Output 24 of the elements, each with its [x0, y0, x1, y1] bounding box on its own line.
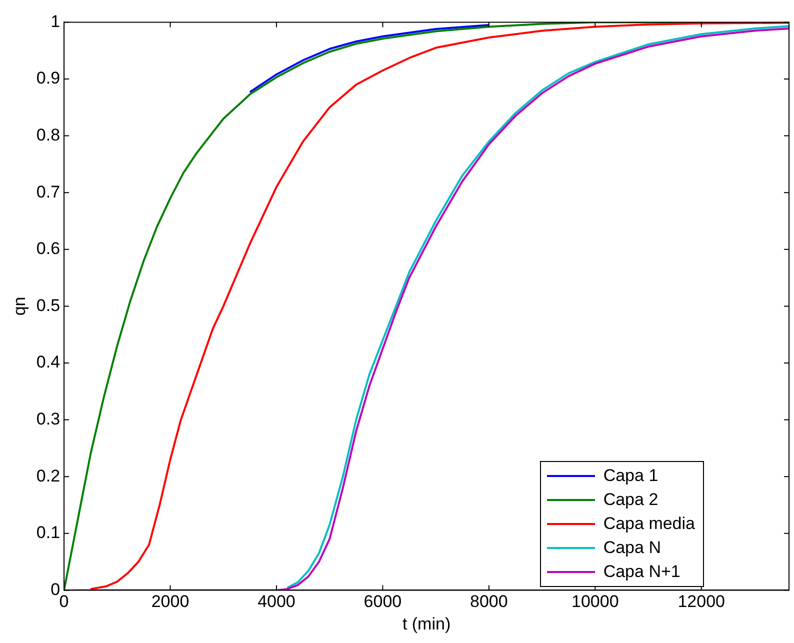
- y-tick-label: 0.1: [36, 523, 60, 542]
- x-tick-label: 8000: [470, 592, 508, 612]
- legend-label: Capa 1: [603, 466, 658, 486]
- y-tick-label: 0.2: [36, 466, 60, 486]
- x-tick-label: 6000: [364, 592, 402, 612]
- x-tick-label: 12000: [678, 592, 726, 612]
- legend-label: Capa 2: [603, 490, 658, 510]
- y-tick-label: 0.3: [36, 409, 60, 428]
- y-tick-label: 0.6: [36, 239, 60, 258]
- x-tick-label: 10000: [572, 592, 619, 612]
- x-tick-label: 2000: [151, 592, 190, 612]
- y-tick-label: 0.9: [36, 68, 60, 88]
- y-tick-label: 0.7: [36, 182, 60, 202]
- legend-label: Capa N: [603, 538, 661, 558]
- y-tick-label: 0.8: [36, 125, 60, 144]
- legend-label: Capa N+1: [603, 562, 680, 582]
- y-tick-label: 0.5: [36, 296, 60, 315]
- y-tick-label: 0.4: [36, 352, 60, 372]
- x-axis-title: t (min): [402, 614, 451, 634]
- y-tick-label: 0: [50, 580, 60, 599]
- x-tick-label: 4000: [258, 592, 296, 612]
- y-axis-title: qn: [10, 296, 29, 316]
- y-tick-label: 1: [50, 12, 60, 31]
- legend-label: Capa media: [603, 514, 695, 534]
